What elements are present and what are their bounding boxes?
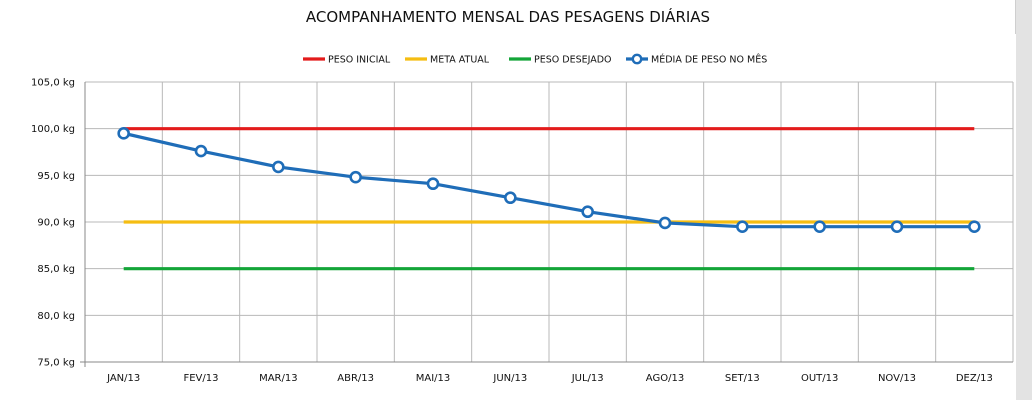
x-tick-label: MAR/13 — [259, 373, 298, 384]
data-point — [968, 220, 981, 233]
y-tick-label: 85,0 kg — [37, 264, 75, 275]
x-tick-label: JUN/13 — [492, 373, 527, 384]
chart-title: ACOMPANHAMENTO MENSAL DAS PESAGENS DIÁRI… — [305, 8, 711, 26]
data-point — [813, 220, 826, 233]
data-point — [736, 220, 749, 233]
y-tick-label: 80,0 kg — [37, 311, 75, 322]
data-point — [349, 170, 362, 184]
data-point — [117, 127, 130, 140]
x-tick-label: AGO/13 — [646, 373, 684, 384]
data-point — [658, 216, 672, 230]
x-tick-label: FEV/13 — [183, 373, 218, 384]
x-tick-label: ABR/13 — [337, 373, 374, 384]
x-tick-label: JUL/13 — [571, 373, 604, 384]
data-point — [581, 205, 594, 219]
x-tick-label: OUT/13 — [801, 373, 838, 384]
x-tick-label: SET/13 — [725, 373, 760, 384]
legend-label: PESO DESEJADO — [534, 55, 612, 66]
x-tick-label: MAI/13 — [416, 373, 451, 384]
vertical-scrollbar[interactable] — [1015, 0, 1032, 400]
x-tick-label: JAN/13 — [106, 373, 140, 384]
data-point — [890, 220, 904, 233]
legend-label: META ATUAL — [430, 55, 490, 66]
chart-area — [0, 34, 1016, 400]
y-tick-label: 75,0 kg — [37, 358, 75, 369]
plot-area: 75,0 kg 80,0 kg 85,0 kg 90,0 kg 95,0 kg 100,0… — [31, 78, 1014, 384]
title-bar: ACOMPANHAMENTO MENSAL DAS PESAGENS DIÁRI… — [0, 0, 1016, 35]
y-tick-label: 95,0 kg — [37, 171, 75, 182]
line-chart: PESO INICIAL META ATUAL PESO DESEJADO MÉDIA… — [0, 34, 1016, 400]
data-point — [272, 160, 285, 174]
x-tick-label: NOV/13 — [878, 373, 916, 384]
y-tick-label: 90,0 kg — [37, 218, 75, 229]
series-line-media-de-peso-no-mes — [123, 131, 975, 229]
data-point — [426, 177, 440, 191]
y-tick-label: 100,0 kg — [31, 124, 75, 135]
y-tick-label: 105,0 kg — [31, 78, 75, 89]
data-point — [194, 144, 208, 158]
legend-label: MÉDIA DE PESO NO MÊS — [651, 54, 767, 66]
legend-marker — [631, 53, 643, 65]
x-tick-label: DEZ/13 — [956, 373, 993, 384]
legend-label: PESO INICIAL — [328, 55, 391, 66]
legend: PESO INICIAL META ATUAL PESO DESEJADO MÉDIA… — [303, 54, 767, 66]
data-point — [504, 191, 517, 205]
